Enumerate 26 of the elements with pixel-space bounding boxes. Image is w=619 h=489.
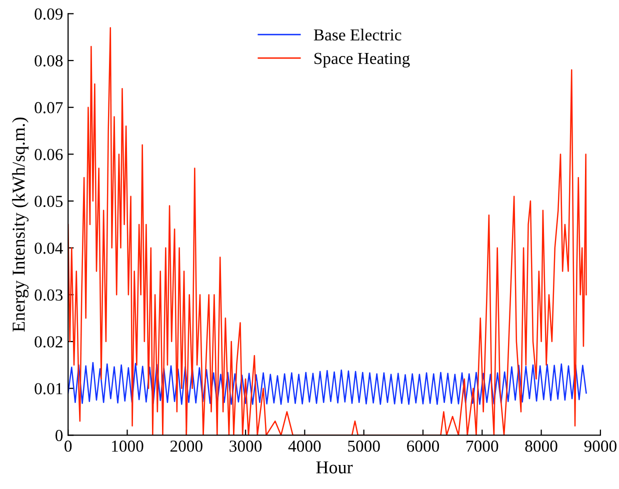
- x-tick-label: 0: [64, 440, 72, 452]
- legend-label: Space Heating: [314, 52, 410, 68]
- y-tick-label: 0.03: [34, 289, 63, 301]
- y-tick-label: 0.09: [34, 8, 63, 20]
- y-tick-label: 0: [56, 430, 63, 442]
- y-tick-label: 0.07: [34, 102, 63, 114]
- legend-label: Base Electric: [314, 28, 402, 41]
- x-tick-label: 7000: [466, 440, 498, 452]
- x-axis-title: Hour: [316, 461, 353, 474]
- x-tick-label: 5000: [348, 440, 380, 452]
- line-series: [68, 362, 587, 405]
- x-tick-label: 4000: [288, 440, 321, 452]
- x-tick-label: 1000: [112, 440, 144, 452]
- y-tick-label: 0.06: [34, 148, 63, 160]
- y-tick-label: 0.05: [34, 196, 63, 208]
- y-tick-label: 0.02: [34, 336, 62, 348]
- x-tick-label: 8000: [525, 440, 558, 452]
- y-axis-title: Energy Intensity (kWh/sq.m.): [12, 118, 29, 332]
- y-tick-label: 0.01: [34, 383, 62, 394]
- y-tick-label: 0.04: [34, 242, 63, 254]
- x-tick-label: 6000: [407, 440, 440, 452]
- x-tick-label: 3000: [230, 440, 262, 452]
- x-tick-label: 2000: [170, 440, 202, 452]
- y-tick-label: 0.08: [34, 55, 63, 67]
- line-series: [68, 27, 587, 436]
- x-tick-label: 9000: [584, 440, 616, 452]
